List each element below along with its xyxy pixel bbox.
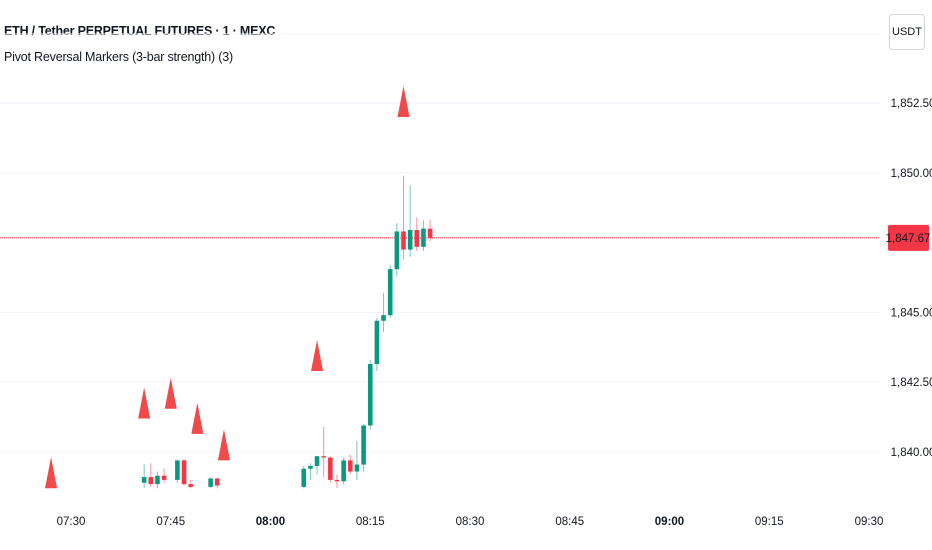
candle-down	[161, 468, 167, 483]
candles	[141, 175, 433, 489]
candle-up	[308, 463, 313, 480]
candle-up	[381, 292, 386, 332]
x-tick-label: 08:15	[356, 516, 385, 528]
pivot-marker	[397, 85, 410, 117]
candle-body	[348, 460, 353, 472]
candle-body	[141, 477, 147, 483]
candle-down	[181, 458, 187, 486]
x-tick-label: 09:15	[755, 516, 784, 528]
pivot-marker	[138, 387, 151, 419]
candle-up	[208, 477, 213, 489]
candle-body	[394, 231, 400, 270]
candle-body	[161, 475, 167, 480]
candle-up	[314, 456, 320, 475]
candle-down	[334, 474, 340, 489]
candle-down	[401, 175, 406, 260]
candle-down	[148, 463, 154, 487]
y-tick-label: 1,852.50	[891, 98, 932, 110]
candle-up	[387, 264, 393, 318]
grid-lines	[0, 33, 880, 453]
y-tick-label: 1,845.00	[891, 307, 932, 319]
x-tick-label: 07:30	[57, 516, 86, 528]
candle-body	[361, 425, 366, 465]
pivot-marker	[217, 429, 230, 461]
candle-down	[328, 456, 333, 483]
candle-down	[188, 479, 193, 489]
candle-body	[381, 315, 386, 321]
candle-up	[354, 440, 360, 480]
candle-down	[215, 477, 220, 489]
candle-body	[401, 231, 406, 250]
candle-body	[354, 464, 360, 472]
time-axis[interactable]: 07:30 07:45 08:00 08:15 08:30 08:45 09:00 09:15…	[57, 516, 884, 528]
candle-body	[328, 457, 333, 480]
y-tick-label: 1,840.00	[891, 447, 932, 459]
candle-down	[321, 426, 326, 478]
price-axis[interactable]: 1,852.50 1,850.00 1,845.00 1,842.50 1,840.00	[891, 98, 932, 459]
candle-body	[421, 228, 426, 247]
indicator-label[interactable]: Pivot Reversal Markers (3-bar strength) …	[4, 50, 233, 64]
candle-body	[407, 230, 413, 250]
candle-body	[427, 228, 433, 238]
x-tick-label: 09:30	[855, 516, 884, 528]
currency-button[interactable]: USDT	[889, 14, 925, 50]
candle-up	[367, 359, 373, 430]
pivot-markers	[45, 85, 410, 489]
candle-up	[141, 464, 147, 489]
candle-body	[341, 460, 346, 482]
candle-body	[181, 460, 187, 485]
candle-up	[175, 460, 180, 483]
candle-down	[427, 220, 433, 242]
candle-body	[374, 320, 380, 365]
candle-up	[407, 185, 413, 257]
x-tick-label: 08:45	[555, 516, 584, 528]
pivot-marker	[164, 377, 177, 409]
x-tick-label: 08:30	[456, 516, 485, 528]
pivot-marker	[191, 402, 204, 434]
candle-body	[334, 479, 340, 482]
y-tick-label: 1,842.50	[891, 377, 932, 389]
candle-body	[301, 468, 307, 487]
candle-up	[374, 317, 380, 372]
candle-body	[208, 478, 213, 487]
candle-body	[175, 460, 180, 480]
last-price-label-bg	[888, 224, 929, 251]
candle-body	[215, 478, 220, 486]
last-price-value: 1,847.67	[886, 233, 931, 245]
candle-down	[348, 454, 353, 475]
candle-up	[341, 457, 346, 485]
candle-body	[367, 364, 373, 426]
candle-body	[321, 456, 326, 458]
candle-body	[155, 475, 160, 485]
last-price-label: 1,847.67	[886, 224, 931, 251]
x-tick-label: 07:45	[156, 516, 185, 528]
candle-body	[188, 484, 193, 487]
pivot-marker	[311, 340, 324, 372]
candle-body	[308, 465, 313, 469]
pivot-marker	[45, 457, 58, 489]
candle-down	[414, 217, 420, 251]
candle-up	[361, 424, 366, 472]
x-tick-label: 09:00	[655, 516, 684, 528]
candle-body	[314, 456, 320, 466]
y-tick-label: 1,850.00	[891, 168, 932, 180]
candle-body	[387, 269, 393, 316]
candle-up	[301, 465, 307, 489]
candle-up	[155, 471, 160, 489]
x-tick-label: 08:00	[256, 516, 285, 528]
candle-body	[148, 477, 154, 485]
candle-up	[421, 220, 426, 251]
candle-body	[414, 230, 420, 247]
candle-up	[394, 223, 400, 277]
